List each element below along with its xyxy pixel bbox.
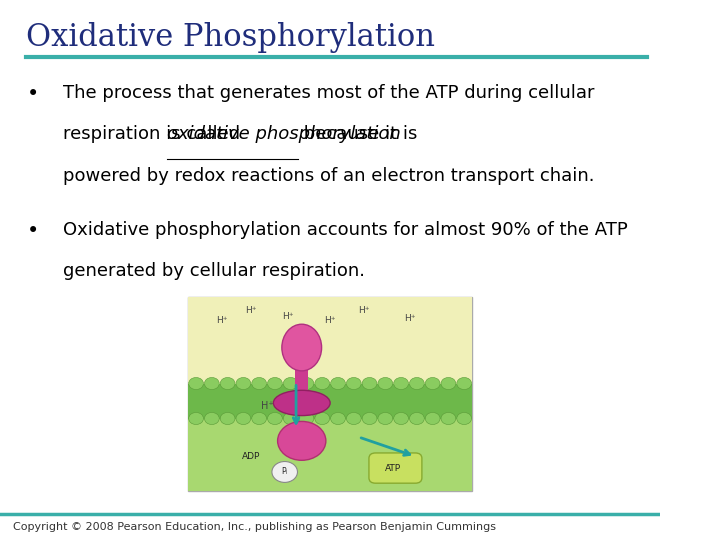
FancyBboxPatch shape — [369, 453, 422, 483]
Circle shape — [204, 413, 219, 424]
Circle shape — [220, 413, 235, 424]
FancyBboxPatch shape — [188, 297, 472, 390]
Circle shape — [346, 413, 361, 424]
Text: Oxidative phosphorylation accounts for almost 90% of the ATP: Oxidative phosphorylation accounts for a… — [63, 221, 627, 239]
Circle shape — [456, 377, 472, 389]
Circle shape — [394, 377, 408, 389]
Circle shape — [410, 377, 424, 389]
Text: H⁺: H⁺ — [261, 401, 274, 411]
Circle shape — [283, 377, 298, 389]
Circle shape — [272, 462, 297, 482]
Circle shape — [299, 377, 314, 389]
Text: The process that generates most of the ATP during cellular: The process that generates most of the A… — [63, 84, 594, 102]
Circle shape — [346, 377, 361, 389]
Text: H⁺: H⁺ — [325, 316, 336, 325]
Text: Pᵢ: Pᵢ — [282, 468, 288, 476]
Text: H⁺: H⁺ — [359, 306, 370, 315]
Ellipse shape — [282, 324, 322, 371]
Circle shape — [426, 377, 440, 389]
FancyBboxPatch shape — [188, 297, 472, 491]
Circle shape — [189, 413, 204, 424]
Circle shape — [236, 413, 251, 424]
Text: respiration is called: respiration is called — [63, 125, 246, 143]
Circle shape — [330, 413, 346, 424]
Circle shape — [394, 413, 408, 424]
Circle shape — [426, 413, 440, 424]
Circle shape — [299, 413, 314, 424]
Circle shape — [362, 413, 377, 424]
Text: oxidative phosphorylation: oxidative phosphorylation — [167, 125, 401, 143]
Text: •: • — [27, 84, 39, 104]
Text: Copyright © 2008 Pearson Education, Inc., publishing as Pearson Benjamin Cumming: Copyright © 2008 Pearson Education, Inc.… — [13, 522, 496, 532]
Circle shape — [268, 413, 282, 424]
Circle shape — [410, 413, 424, 424]
Circle shape — [283, 413, 298, 424]
Circle shape — [315, 413, 330, 424]
Circle shape — [252, 377, 266, 389]
FancyBboxPatch shape — [188, 416, 472, 491]
Circle shape — [315, 377, 330, 389]
Circle shape — [204, 377, 219, 389]
Text: powered by redox reactions of an electron transport chain.: powered by redox reactions of an electro… — [63, 167, 594, 185]
Text: generated by cellular respiration.: generated by cellular respiration. — [63, 262, 365, 280]
Text: ADP: ADP — [241, 452, 260, 461]
Circle shape — [378, 413, 392, 424]
Circle shape — [456, 413, 472, 424]
FancyBboxPatch shape — [295, 346, 308, 414]
Ellipse shape — [278, 421, 326, 460]
Ellipse shape — [274, 390, 330, 416]
Circle shape — [252, 413, 266, 424]
Circle shape — [189, 377, 204, 389]
Text: Oxidative Phosphorylation: Oxidative Phosphorylation — [27, 22, 436, 52]
Text: H⁺: H⁺ — [282, 312, 293, 321]
Text: ATP: ATP — [384, 463, 400, 472]
Circle shape — [236, 377, 251, 389]
Circle shape — [362, 377, 377, 389]
Text: H⁺: H⁺ — [404, 314, 415, 323]
Text: •: • — [27, 221, 39, 241]
Circle shape — [378, 377, 392, 389]
FancyBboxPatch shape — [188, 384, 472, 420]
Circle shape — [330, 377, 346, 389]
Circle shape — [441, 413, 456, 424]
Text: H⁺: H⁺ — [217, 316, 228, 325]
Circle shape — [268, 377, 282, 389]
Text: H⁺: H⁺ — [245, 306, 256, 315]
Circle shape — [220, 377, 235, 389]
Text: because it is: because it is — [298, 125, 417, 143]
Circle shape — [441, 377, 456, 389]
